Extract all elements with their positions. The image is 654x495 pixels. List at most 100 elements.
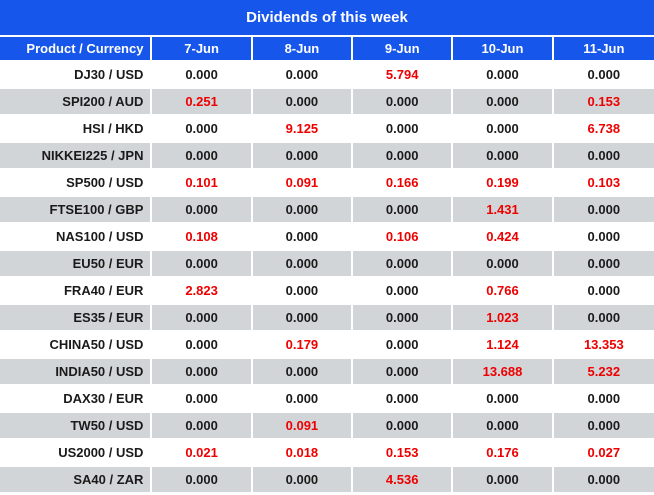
dividend-value-cell: 0.000	[252, 89, 354, 116]
dividend-value-cell: 0.000	[353, 305, 454, 332]
dividend-value-cell: 5.794	[353, 62, 454, 89]
product-cell: SA40 / ZAR	[0, 467, 153, 494]
table-body: DJ30 / USD 0.000 0.000 5.794 0.000 0.000 SPI20…	[0, 62, 654, 494]
dividend-value-cell: 9.125	[252, 116, 354, 143]
table-row: INDIA50 / USD 0.000 0.000 0.000 13.688 5.232	[0, 359, 654, 386]
dividend-value-cell: 0.000	[453, 413, 554, 440]
table-row: ES35 / EUR 0.000 0.000 0.000 1.023 0.000	[0, 305, 654, 332]
dividend-value-cell: 0.000	[252, 62, 354, 89]
dividend-value-cell: 0.000	[553, 251, 654, 278]
dividend-value-cell: 0.000	[152, 197, 253, 224]
product-cell: SPI200 / AUD	[0, 89, 153, 116]
table-row: HSI / HKD 0.000 9.125 0.000 0.000 6.738	[0, 116, 654, 143]
dividend-value-cell: 1.023	[453, 305, 554, 332]
dividend-value-cell: 0.101	[152, 170, 253, 197]
dividend-value-cell: 4.536	[353, 467, 454, 494]
product-cell: CHINA50 / USD	[0, 332, 153, 359]
dividend-value-cell: 0.000	[353, 89, 454, 116]
dividend-value-cell: 0.000	[553, 143, 654, 170]
header-row: Product / Currency 7-Jun 8-Jun 9-Jun 10-…	[0, 37, 654, 62]
dividend-value-cell: 1.431	[453, 197, 554, 224]
product-cell: EU50 / EUR	[0, 251, 153, 278]
dividend-value-cell: 13.688	[453, 359, 554, 386]
product-cell: US2000 / USD	[0, 440, 153, 467]
dividend-value-cell: 0.000	[152, 386, 253, 413]
table-row: TW50 / USD 0.000 0.091 0.000 0.000 0.000	[0, 413, 654, 440]
table-row: EU50 / EUR 0.000 0.000 0.000 0.000 0.000	[0, 251, 654, 278]
dividend-value-cell: 2.823	[152, 278, 253, 305]
dividend-value-cell: 0.021	[152, 440, 253, 467]
dividend-value-cell: 0.103	[553, 170, 654, 197]
dividend-value-cell: 0.000	[252, 278, 354, 305]
dividend-value-cell: 0.000	[252, 251, 354, 278]
dividend-value-cell: 0.000	[152, 62, 253, 89]
header-cell-product-currency: Product / Currency	[0, 37, 153, 62]
header-cell-8-jun: 8-Jun	[252, 37, 354, 62]
dividend-value-cell: 0.000	[553, 224, 654, 251]
dividend-value-cell: 0.000	[553, 62, 654, 89]
dividend-value-cell: 0.027	[553, 440, 654, 467]
dividend-value-cell: 0.000	[553, 197, 654, 224]
dividend-value-cell: 0.000	[353, 359, 454, 386]
dividend-value-cell: 0.000	[353, 278, 454, 305]
header-cell-10-jun: 10-Jun	[453, 37, 554, 62]
product-cell: TW50 / USD	[0, 413, 153, 440]
dividend-value-cell: 0.424	[453, 224, 554, 251]
header-cell-7-jun: 7-Jun	[152, 37, 253, 62]
dividend-value-cell: 0.000	[553, 278, 654, 305]
dividend-value-cell: 0.000	[152, 413, 253, 440]
product-cell: NAS100 / USD	[0, 224, 153, 251]
dividend-value-cell: 0.000	[252, 386, 354, 413]
dividend-value-cell: 0.166	[353, 170, 454, 197]
dividend-value-cell: 0.000	[453, 116, 554, 143]
dividend-value-cell: 0.091	[252, 413, 354, 440]
dividend-value-cell: 5.232	[553, 359, 654, 386]
table-row: SPI200 / AUD 0.251 0.000 0.000 0.000 0.153	[0, 89, 654, 116]
dividend-value-cell: 0.000	[252, 305, 354, 332]
table-row: US2000 / USD 0.021 0.018 0.153 0.176 0.027	[0, 440, 654, 467]
dividend-value-cell: 0.091	[252, 170, 354, 197]
header-cell-9-jun: 9-Jun	[353, 37, 454, 62]
dividend-value-cell: 0.000	[553, 386, 654, 413]
dividend-value-cell: 0.000	[453, 467, 554, 494]
dividend-value-cell: 0.000	[453, 143, 554, 170]
dividend-value-cell: 0.000	[553, 413, 654, 440]
dividend-value-cell: 0.766	[453, 278, 554, 305]
dividend-value-cell: 0.000	[252, 197, 354, 224]
dividend-value-cell: 0.000	[152, 251, 253, 278]
dividend-value-cell: 0.000	[252, 467, 354, 494]
dividend-value-cell: 0.000	[152, 305, 253, 332]
dividend-value-cell: 1.124	[453, 332, 554, 359]
dividend-value-cell: 0.000	[152, 332, 253, 359]
dividend-value-cell: 0.000	[252, 224, 354, 251]
product-cell: DJ30 / USD	[0, 62, 153, 89]
dividend-value-cell: 0.000	[553, 305, 654, 332]
dividend-value-cell: 0.000	[553, 467, 654, 494]
table-row: FRA40 / EUR 2.823 0.000 0.000 0.766 0.000	[0, 278, 654, 305]
dividend-value-cell: 0.000	[252, 359, 354, 386]
dividend-value-cell: 0.000	[453, 386, 554, 413]
product-cell: DAX30 / EUR	[0, 386, 153, 413]
dividend-value-cell: 0.000	[353, 413, 454, 440]
dividend-value-cell: 0.251	[152, 89, 253, 116]
dividend-value-cell: 0.000	[152, 143, 253, 170]
dividend-value-cell: 0.000	[152, 116, 253, 143]
header-cell-11-jun: 11-Jun	[553, 37, 654, 62]
dividend-value-cell: 0.018	[252, 440, 354, 467]
table-row: FTSE100 / GBP 0.000 0.000 0.000 1.431 0.000	[0, 197, 654, 224]
dividend-value-cell: 0.000	[152, 359, 253, 386]
table-header: Product / Currency 7-Jun 8-Jun 9-Jun 10-…	[0, 37, 654, 62]
dividend-value-cell: 6.738	[553, 116, 654, 143]
dividends-table: Product / Currency 7-Jun 8-Jun 9-Jun 10-…	[0, 37, 654, 494]
table-row: SP500 / USD 0.101 0.091 0.166 0.199 0.103	[0, 170, 654, 197]
page-title: Dividends of this week	[0, 0, 654, 35]
dividend-value-cell: 0.000	[353, 143, 454, 170]
dividend-value-cell: 0.000	[252, 143, 354, 170]
product-cell: SP500 / USD	[0, 170, 153, 197]
dividend-value-cell: 0.153	[353, 440, 454, 467]
dividend-value-cell: 0.179	[252, 332, 354, 359]
table-row: SA40 / ZAR 0.000 0.000 4.536 0.000 0.000	[0, 467, 654, 494]
dividend-value-cell: 0.000	[453, 251, 554, 278]
product-cell: ES35 / EUR	[0, 305, 153, 332]
